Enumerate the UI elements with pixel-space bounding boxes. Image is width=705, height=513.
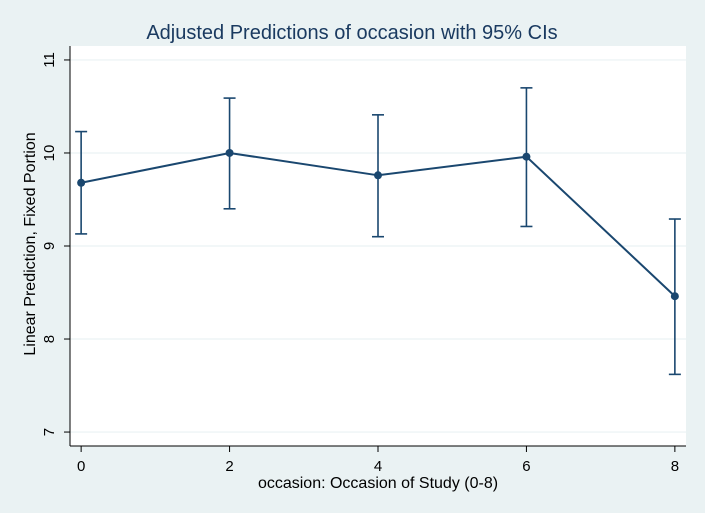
y-tick-label: 7 — [41, 428, 58, 436]
data-point — [77, 178, 86, 187]
y-tick-label: 9 — [41, 242, 58, 250]
y-tick-label: 8 — [41, 335, 58, 343]
y-tick-label: 10 — [41, 145, 58, 162]
x-axis-title: occasion: Occasion of Study (0-8) — [258, 475, 498, 492]
x-tick-label: 2 — [225, 458, 233, 475]
data-layer — [75, 87, 681, 376]
data-point — [374, 171, 382, 180]
data-point — [225, 148, 234, 157]
x-tick-label: 0 — [77, 458, 85, 475]
chart-title: Adjusted Predictions of occasion with 95… — [146, 22, 557, 44]
data-point — [670, 292, 679, 301]
y-tick-label: 11 — [41, 52, 58, 68]
x-tick-label: 4 — [374, 458, 382, 475]
x-tick-label: 8 — [671, 458, 679, 475]
data-point — [522, 152, 531, 161]
x-tick-label: 6 — [522, 458, 530, 475]
y-axis-title: Linear Prediction, Fixed Portion — [22, 132, 39, 355]
axes: 7 8 9 10 11 0 2 4 6 8 — [41, 46, 686, 475]
